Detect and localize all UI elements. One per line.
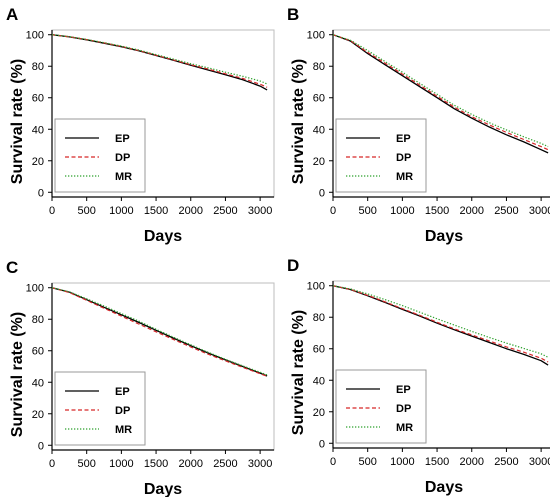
y-tick-label: 0: [38, 187, 44, 199]
panel-b: B020406080100050010001500200025003000Day…: [287, 5, 550, 245]
legend-label-dp: DP: [115, 152, 130, 164]
y-tick-label: 20: [32, 409, 44, 421]
x-tick-label: 1500: [425, 205, 449, 217]
x-axis-label: Days: [425, 479, 463, 496]
y-tick-label: 60: [313, 344, 325, 356]
series-line-ep: [332, 34, 549, 154]
x-tick-label: 0: [49, 458, 55, 470]
x-tick-label: 2000: [460, 456, 484, 468]
y-axis-label: Survival rate (%): [290, 310, 307, 435]
y-tick-label: 100: [26, 30, 44, 42]
x-tick-label: 1000: [390, 205, 414, 217]
x-tick-label: 2000: [179, 458, 203, 470]
x-tick-label: 500: [78, 205, 96, 217]
x-tick-label: 500: [78, 458, 96, 470]
y-tick-label: 20: [313, 156, 325, 168]
x-axis-label: Days: [144, 481, 182, 497]
y-tick-label: 100: [307, 30, 325, 42]
legend-box: [335, 118, 427, 193]
x-tick-label: 2500: [213, 205, 237, 217]
panel-letter: B: [287, 5, 299, 24]
series-line-ep: [332, 285, 549, 366]
x-tick-label: 500: [359, 456, 377, 468]
x-tick-label: 3000: [529, 205, 550, 217]
x-tick-label: 2000: [179, 205, 203, 217]
x-tick-label: 0: [49, 205, 55, 217]
x-tick-label: 3000: [248, 205, 272, 217]
series-line-dp: [51, 34, 268, 88]
legend-label-dp: DP: [396, 152, 411, 164]
x-tick-label: 3000: [248, 458, 272, 470]
y-tick-label: 100: [26, 283, 44, 295]
legend-label-dp: DP: [396, 403, 411, 415]
legend-label-mr: MR: [115, 424, 132, 436]
y-tick-label: 80: [313, 312, 325, 324]
y-tick-label: 40: [32, 377, 44, 389]
legend-label-mr: MR: [115, 171, 132, 183]
y-tick-label: 40: [313, 375, 325, 387]
y-tick-label: 0: [38, 440, 44, 452]
x-tick-label: 2000: [460, 205, 484, 217]
legend-box: [54, 118, 146, 193]
x-tick-label: 2500: [494, 456, 518, 468]
legend-box: [54, 371, 146, 446]
x-tick-label: 0: [330, 456, 336, 468]
y-tick-label: 80: [32, 61, 44, 73]
legend-label-dp: DP: [115, 405, 130, 417]
legend-label-mr: MR: [396, 171, 413, 183]
x-tick-label: 2500: [494, 205, 518, 217]
legend-box: [335, 369, 427, 444]
series-line-mr: [51, 287, 268, 376]
y-axis-label: Survival rate (%): [9, 312, 26, 437]
series-line-ep: [51, 34, 268, 91]
x-tick-label: 500: [359, 205, 377, 217]
y-tick-label: 100: [307, 281, 325, 293]
legend-label-mr: MR: [396, 422, 413, 434]
y-tick-label: 40: [32, 124, 44, 136]
x-tick-label: 1500: [144, 458, 168, 470]
series-line-mr: [51, 34, 268, 85]
legend-label-ep: EP: [115, 133, 130, 145]
y-tick-label: 80: [32, 314, 44, 326]
legend-label-ep: EP: [115, 386, 130, 398]
panel-letter: A: [6, 5, 18, 24]
panel-letter: D: [287, 256, 299, 275]
x-axis-label: Days: [425, 228, 463, 245]
panel-d: D020406080100050010001500200025003000Day…: [287, 256, 550, 496]
y-axis-label: Survival rate (%): [290, 59, 307, 184]
y-tick-label: 60: [32, 346, 44, 358]
y-tick-label: 0: [319, 187, 325, 199]
x-tick-label: 1000: [109, 458, 133, 470]
x-tick-label: 1500: [144, 205, 168, 217]
x-axis-label: Days: [144, 228, 182, 245]
series-line-ep: [51, 287, 268, 377]
x-tick-label: 0: [330, 205, 336, 217]
y-tick-label: 60: [32, 93, 44, 105]
y-tick-label: 60: [313, 93, 325, 105]
series-line-dp: [332, 34, 549, 151]
series-line-mr: [332, 285, 549, 358]
y-tick-label: 80: [313, 61, 325, 73]
x-tick-label: 1000: [109, 205, 133, 217]
series-line-mr: [332, 34, 549, 148]
x-tick-label: 3000: [529, 456, 550, 468]
y-axis-label: Survival rate (%): [9, 59, 26, 184]
legend-label-ep: EP: [396, 133, 411, 145]
x-tick-label: 1500: [425, 456, 449, 468]
y-tick-label: 0: [319, 438, 325, 450]
legend-label-ep: EP: [396, 384, 411, 396]
y-tick-label: 40: [313, 124, 325, 136]
y-tick-label: 20: [313, 407, 325, 419]
series-line-dp: [332, 285, 549, 363]
x-tick-label: 1000: [390, 456, 414, 468]
x-tick-label: 2500: [213, 458, 237, 470]
series-line-dp: [51, 287, 268, 377]
panel-letter: C: [6, 258, 18, 277]
y-tick-label: 20: [32, 156, 44, 168]
